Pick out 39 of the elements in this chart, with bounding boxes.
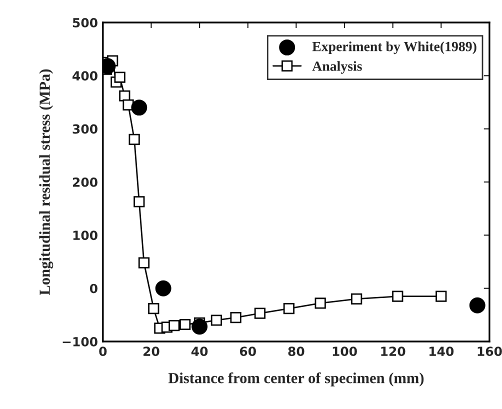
- point: [192, 318, 208, 335]
- x-tick-label: 20: [144, 346, 160, 356]
- x-tick-label: 80: [288, 346, 304, 356]
- x-tick-label: 160: [478, 346, 502, 356]
- point: [179, 318, 191, 330]
- point: [168, 320, 180, 332]
- point: [114, 72, 126, 83]
- point: [155, 280, 172, 296]
- x-tick-label: 60: [240, 346, 256, 356]
- x-tick-label: 40: [191, 346, 208, 356]
- point: [392, 290, 404, 302]
- y-tick-label: 400: [72, 71, 98, 81]
- legend-label: Experiment by White(1989): [312, 41, 476, 54]
- legend-label: Analysis: [312, 61, 362, 74]
- point: [351, 293, 362, 305]
- point: [314, 298, 326, 309]
- point: [148, 302, 160, 314]
- x-axis-title: Distance from center of specimen (mm): [168, 372, 424, 386]
- y-tick-label: 300: [72, 124, 98, 134]
- y-tick-label: −100: [62, 336, 98, 346]
- point: [210, 314, 222, 326]
- point: [134, 196, 145, 208]
- point: [283, 302, 294, 314]
- x-tick-label: 120: [381, 346, 406, 356]
- point: [230, 312, 242, 324]
- x-tick-label: 100: [332, 346, 357, 356]
- y-tick-label: 500: [72, 18, 98, 28]
- point: [138, 257, 150, 268]
- point: [436, 290, 447, 302]
- x-tick-label: 0: [99, 346, 107, 356]
- point: [128, 134, 140, 146]
- y-tick-label: 200: [72, 177, 98, 187]
- y-tick-label: 100: [73, 230, 98, 240]
- point: [131, 100, 148, 116]
- point: [469, 297, 486, 314]
- point: [254, 308, 266, 319]
- y-tick-label: 0: [90, 284, 98, 294]
- x-tick-label: 140: [429, 346, 454, 356]
- y-axis-title: Longitudinal residual stress (MPa): [39, 69, 54, 296]
